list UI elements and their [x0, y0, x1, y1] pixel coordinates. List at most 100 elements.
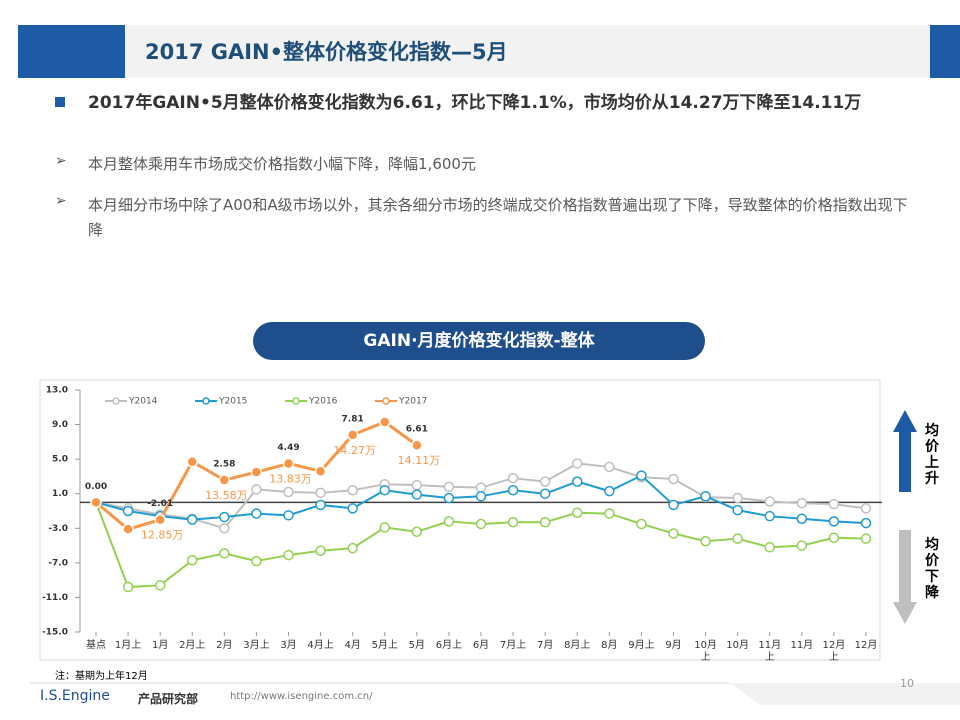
down-arrow-head: [893, 602, 917, 624]
point: [283, 486, 294, 498]
note: 注：基期为上年12月: [55, 671, 148, 682]
header-block: [18, 25, 125, 78]
side-label: 均价上升: [925, 423, 939, 487]
legend-marker: [202, 397, 210, 405]
point: [796, 513, 808, 525]
point: [411, 489, 423, 500]
y-tick-label: -11.0: [42, 593, 68, 603]
x-tick-label: 12月: [854, 640, 878, 651]
point: [379, 416, 391, 428]
data-label: 4.49: [277, 443, 299, 453]
x-tick-label: 3月上: [243, 640, 270, 651]
x-tick-label: 10月上: [694, 640, 717, 663]
x-tick-label: 6月上: [435, 640, 463, 651]
x-tick-label: 2月上: [179, 640, 206, 651]
x-tick-label: 8月上: [564, 640, 591, 651]
x-tick-label: 4月: [344, 640, 361, 651]
x-tick-label: 1月上: [114, 640, 142, 651]
point: [732, 492, 743, 504]
point: [219, 523, 230, 534]
point: [860, 533, 872, 544]
point: [860, 517, 872, 529]
bullet-main: 2017年GAIN•5月整体价格变化指数为6.61，环比下降1.1%，市场均价从…: [88, 93, 862, 113]
point: [539, 476, 551, 487]
bullet-square: [55, 97, 65, 107]
x-tick-label: 5月上: [371, 640, 398, 651]
point: [443, 481, 455, 493]
point: [154, 580, 166, 591]
header-title: 2017 GAIN•整体价格变化指数—5月: [145, 40, 508, 64]
point: [507, 485, 519, 496]
point: [219, 548, 230, 559]
point: [636, 470, 647, 481]
point: [700, 491, 711, 502]
y-tick-label: 13.0: [46, 386, 68, 396]
point: [346, 429, 359, 441]
x-tick-label: 1月: [151, 640, 169, 651]
point: [539, 488, 551, 499]
point: [122, 581, 134, 593]
point: [860, 503, 872, 514]
point: [218, 474, 231, 486]
point: [187, 514, 198, 525]
point: [187, 555, 198, 566]
point: [283, 510, 294, 521]
x-tick-label: 12月上: [822, 640, 846, 663]
point: [796, 540, 808, 551]
point: [411, 479, 423, 491]
x-tick-label: 4月上: [307, 640, 334, 651]
footer-shape: [730, 683, 960, 705]
data-label: 0.00: [85, 482, 107, 492]
point: [315, 545, 326, 557]
point: [475, 482, 487, 493]
point: [539, 516, 551, 528]
chart-frame: [39, 379, 881, 661]
point: [315, 487, 326, 499]
point: [122, 505, 134, 517]
point: [828, 516, 840, 527]
annotation: 14.27万: [333, 444, 376, 457]
point: [668, 473, 679, 485]
x-tick-label: 10月: [726, 640, 750, 651]
point: [828, 498, 840, 510]
x-tick-label: 6月: [472, 640, 490, 651]
bullet-arrow: ➢: [55, 153, 67, 169]
point: [347, 485, 358, 496]
legend-label: Y2014: [128, 397, 158, 407]
point: [411, 526, 423, 537]
bullet-sub: 本月整体乘用车市场成交价格指数小幅下降，降幅1,600元: [88, 155, 476, 173]
y-tick-label: 9.0: [52, 420, 68, 430]
point: [251, 484, 262, 495]
y-tick-label: 1.0: [52, 489, 68, 499]
point: [251, 508, 262, 519]
point: [507, 472, 519, 484]
data-label: 2.58: [213, 460, 235, 470]
x-tick-label: 7月上: [499, 640, 527, 651]
legend-label: Y2017: [398, 397, 427, 407]
page-number: 10: [900, 677, 914, 690]
down-arrow-body: [899, 530, 911, 602]
data-label: -2.01: [147, 499, 173, 509]
up-arrow-body: [899, 432, 911, 492]
x-tick-label: 11月上: [758, 640, 782, 663]
data-label: 7.81: [342, 414, 364, 424]
point: [475, 491, 487, 502]
x-tick-label: 3月: [280, 640, 297, 651]
point: [668, 499, 679, 511]
legend-marker: [382, 397, 390, 405]
point: [572, 507, 583, 518]
point: [251, 555, 262, 567]
point: [796, 497, 808, 509]
point: [219, 511, 230, 523]
point: [154, 513, 166, 526]
point: [347, 542, 358, 554]
point: [636, 518, 647, 530]
point: [828, 532, 840, 544]
point: [764, 542, 775, 553]
x-tick-label: 7月: [536, 640, 554, 651]
header-band: [18, 25, 930, 78]
legend-label: Y2015: [218, 397, 247, 407]
point: [732, 504, 743, 516]
